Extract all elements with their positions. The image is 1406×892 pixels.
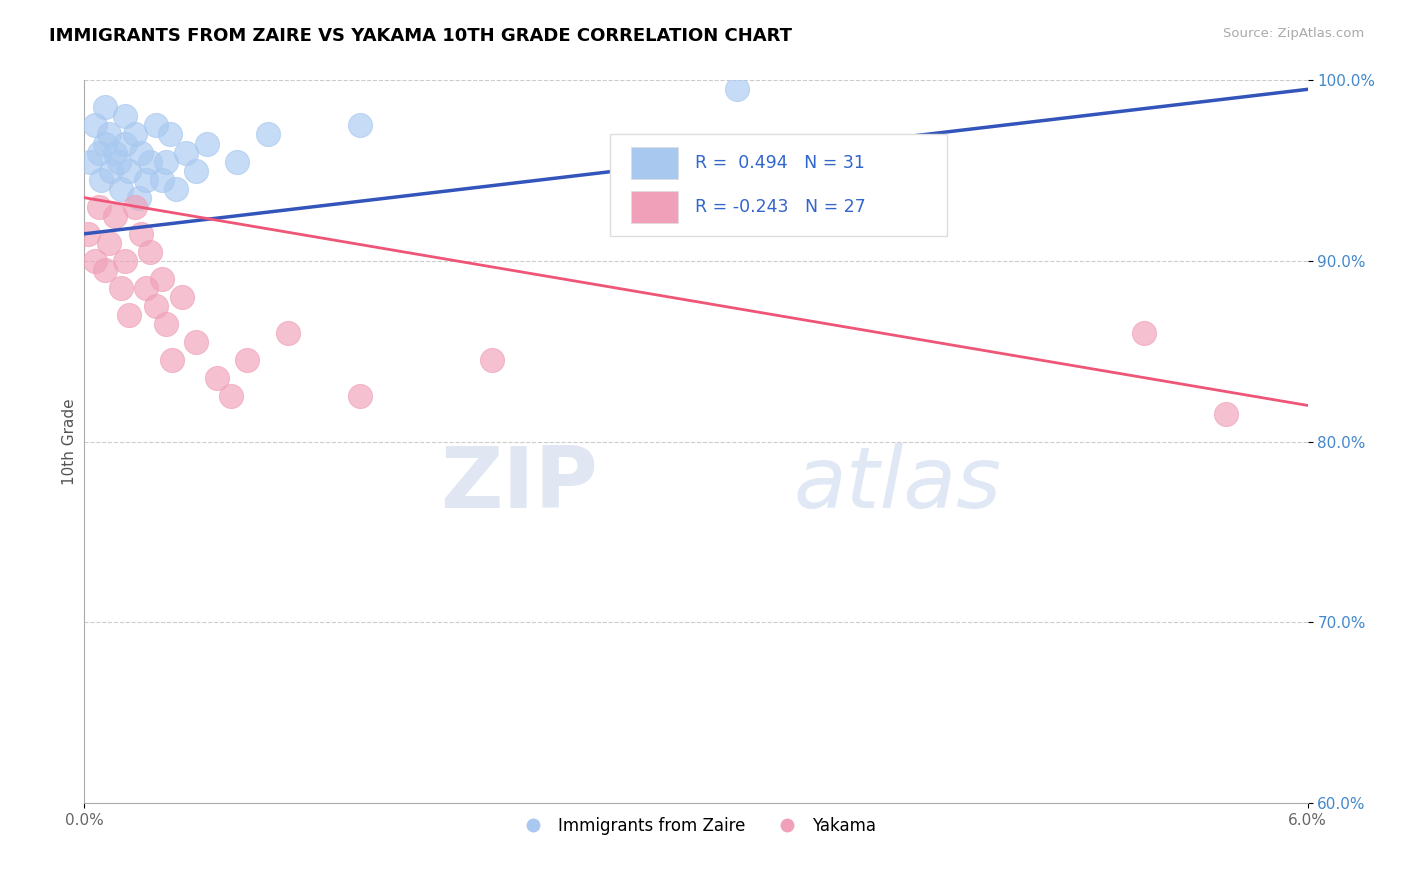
- Text: IMMIGRANTS FROM ZAIRE VS YAKAMA 10TH GRADE CORRELATION CHART: IMMIGRANTS FROM ZAIRE VS YAKAMA 10TH GRA…: [49, 27, 792, 45]
- Bar: [631, 147, 678, 179]
- Point: [138, 244, 160, 259]
- Point: [349, 119, 371, 133]
- Point: [1215, 408, 1237, 422]
- Legend: Immigrants from Zaire, Yakama: Immigrants from Zaire, Yakama: [509, 810, 883, 841]
- Point: [131, 145, 153, 160]
- Point: [114, 110, 136, 124]
- Point: [83, 119, 105, 133]
- Point: [481, 353, 503, 368]
- Point: [110, 281, 132, 295]
- Point: [110, 182, 132, 196]
- Point: [186, 163, 208, 178]
- Bar: [631, 191, 678, 223]
- Point: [100, 163, 122, 178]
- Point: [150, 272, 173, 286]
- Point: [174, 145, 197, 160]
- Point: [108, 154, 131, 169]
- Y-axis label: 10th Grade: 10th Grade: [62, 398, 77, 485]
- Point: [159, 128, 181, 142]
- Point: [97, 235, 120, 250]
- Point: [205, 371, 228, 385]
- Point: [135, 281, 157, 295]
- Point: [93, 100, 115, 114]
- Point: [124, 200, 146, 214]
- Point: [236, 353, 259, 368]
- Point: [131, 227, 153, 241]
- Text: R =  0.494   N = 31: R = 0.494 N = 31: [695, 154, 865, 172]
- Point: [277, 326, 299, 341]
- Text: atlas: atlas: [794, 443, 1002, 526]
- Point: [79, 154, 101, 169]
- Point: [128, 191, 150, 205]
- Point: [226, 154, 249, 169]
- Point: [155, 154, 177, 169]
- Point: [118, 163, 141, 178]
- Point: [150, 172, 173, 186]
- Point: [257, 128, 280, 142]
- Point: [725, 82, 748, 96]
- Point: [104, 145, 127, 160]
- Point: [77, 227, 100, 241]
- Point: [145, 299, 167, 313]
- Text: ZIP: ZIP: [440, 443, 598, 526]
- FancyBboxPatch shape: [610, 135, 946, 235]
- Point: [93, 263, 115, 277]
- Point: [165, 182, 187, 196]
- Point: [145, 119, 167, 133]
- Point: [97, 128, 120, 142]
- Point: [124, 128, 146, 142]
- Text: Source: ZipAtlas.com: Source: ZipAtlas.com: [1223, 27, 1364, 40]
- Point: [135, 172, 157, 186]
- Point: [83, 253, 105, 268]
- Point: [219, 389, 242, 403]
- Point: [118, 308, 141, 322]
- Text: R = -0.243   N = 27: R = -0.243 N = 27: [695, 198, 866, 216]
- Point: [87, 145, 110, 160]
- Point: [155, 317, 177, 331]
- Point: [87, 200, 110, 214]
- Point: [172, 290, 194, 304]
- Point: [114, 136, 136, 151]
- Point: [90, 172, 112, 186]
- Point: [138, 154, 160, 169]
- Point: [160, 353, 183, 368]
- Point: [1133, 326, 1156, 341]
- Point: [93, 136, 115, 151]
- Point: [349, 389, 371, 403]
- Point: [114, 253, 136, 268]
- Point: [104, 209, 127, 223]
- Point: [186, 335, 208, 350]
- Point: [195, 136, 218, 151]
